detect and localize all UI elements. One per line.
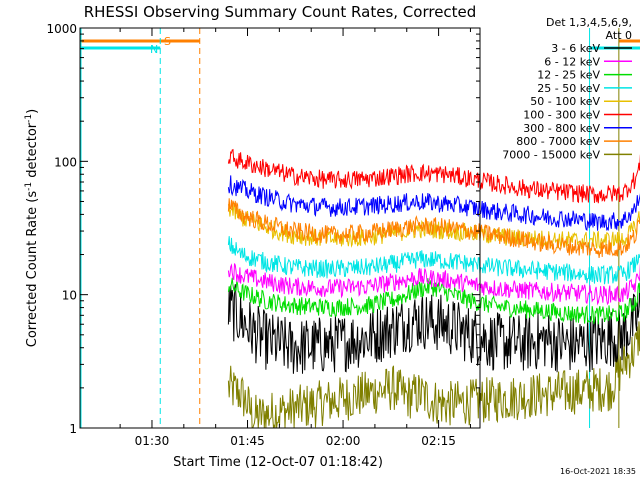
y-axis-title-middle: detector bbox=[25, 122, 40, 182]
x-tick-label: 02:15 bbox=[421, 434, 456, 448]
series-line bbox=[227, 284, 640, 374]
legend-label: 7000 - 15000 keV bbox=[502, 148, 600, 161]
marker-n: N bbox=[150, 43, 158, 56]
series-line bbox=[227, 175, 640, 232]
legend-label: 50 - 100 keV bbox=[530, 95, 600, 108]
chart-title: RHESSI Observing Summary Count Rates, Co… bbox=[84, 3, 477, 21]
y-tick-label: 10 bbox=[62, 289, 77, 303]
footer-timestamp: 16-Oct-2021 18:35 bbox=[560, 467, 636, 476]
y-tick-label: 1 bbox=[69, 422, 77, 436]
y-tick-label: 1000 bbox=[46, 22, 77, 36]
y-axis-title-superscript: -1 bbox=[24, 114, 34, 123]
legend-label: 3 - 6 keV bbox=[551, 42, 600, 55]
legend-label: 6 - 12 keV bbox=[544, 55, 600, 68]
y-axis: 1 10 100 1000 bbox=[46, 22, 480, 436]
series-line bbox=[227, 198, 640, 259]
x-tick-label: 02:00 bbox=[326, 434, 361, 448]
x-tick-label: 01:30 bbox=[135, 434, 170, 448]
x-axis: 01:30 01:45 02:00 02:15 bbox=[119, 28, 471, 448]
y-tick-label: 100 bbox=[54, 155, 77, 169]
legend-label: 25 - 50 keV bbox=[537, 82, 600, 95]
legend-label: 800 - 7000 keV bbox=[516, 135, 600, 148]
series-line bbox=[227, 320, 640, 429]
series-line bbox=[227, 263, 640, 306]
legend-header-line1: Det 1,3,4,5,6,9, bbox=[546, 16, 632, 29]
y-axis-title-main: Corrected Count Rate (s bbox=[25, 191, 40, 348]
legend-header-line2: Att 0 bbox=[606, 29, 632, 42]
series-line bbox=[227, 277, 640, 325]
plot-frame bbox=[79, 27, 481, 429]
series-line bbox=[227, 148, 640, 204]
x-axis-title: Start Time (12-Oct-07 01:18:42) bbox=[173, 455, 383, 470]
y-axis-title: Corrected Count Rate (s-1 detector-1) bbox=[24, 109, 40, 347]
data-series bbox=[227, 148, 640, 429]
legend-label: 100 - 300 keV bbox=[523, 109, 600, 122]
legend-label: 12 - 25 keV bbox=[537, 69, 600, 82]
legend-label: 300 - 800 keV bbox=[523, 122, 600, 135]
x-tick-label: 01:45 bbox=[230, 434, 265, 448]
marker-s: S bbox=[164, 35, 171, 48]
series-line bbox=[227, 236, 640, 285]
y-axis-title-end: ) bbox=[25, 109, 40, 114]
series-line bbox=[227, 202, 640, 250]
y-axis-title-text: Corrected Count Rate (s-1 detector-1) bbox=[24, 109, 40, 347]
y-axis-title-superscript: -1 bbox=[24, 182, 34, 191]
